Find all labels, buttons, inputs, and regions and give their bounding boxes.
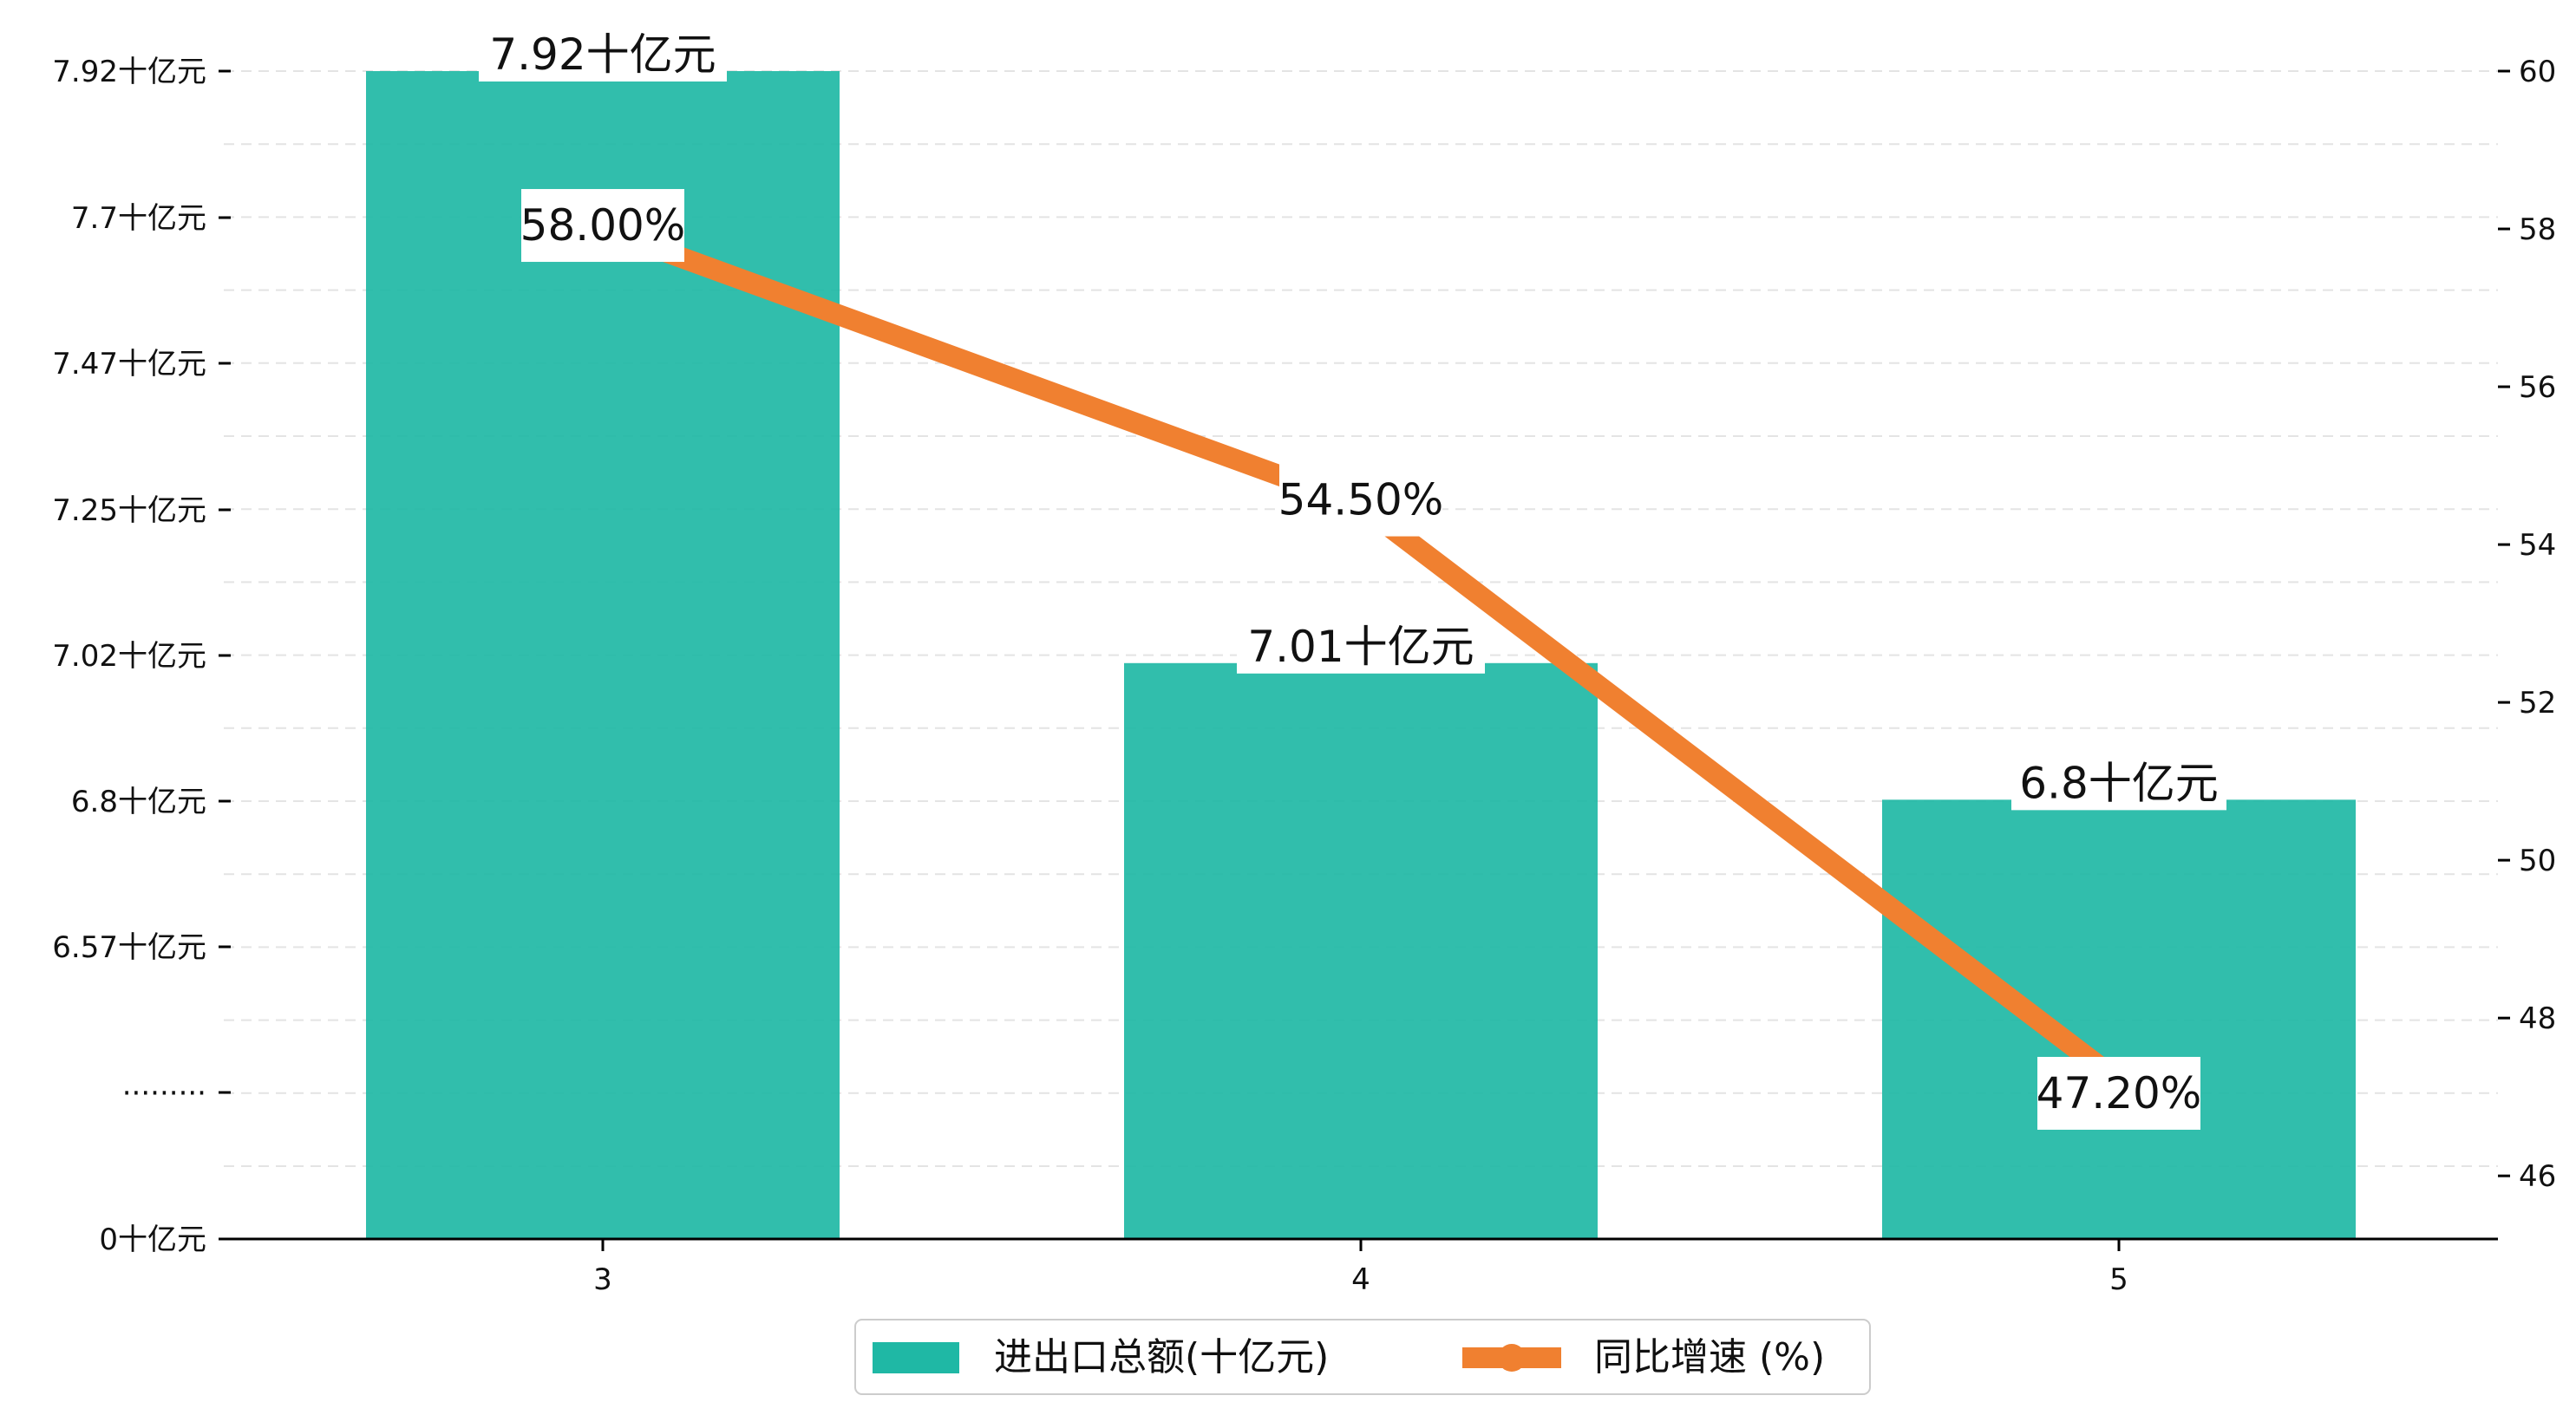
left-tick-label: 7.25十亿元 — [52, 493, 206, 528]
bar-value-label-text: 6.8十亿元 — [2019, 758, 2219, 808]
bar-value-label-text: 7.92十亿元 — [489, 29, 716, 80]
right-tick-label: 60 — [2519, 55, 2556, 89]
left-tick-label: 7.92十亿元 — [52, 55, 206, 89]
x-tick-label: 5 — [2109, 1262, 2128, 1297]
growth-value-label-5-text: 47.20% — [2037, 1068, 2202, 1118]
bar-value-label-text: 7.01十亿元 — [1247, 622, 1474, 672]
left-tick-label: 6.57十亿元 — [52, 930, 206, 965]
bar-value-label-3: 7.92十亿元 — [479, 29, 727, 82]
left-tick-label: 7.7十亿元 — [71, 201, 206, 236]
x-tick-label: 4 — [1351, 1262, 1370, 1297]
left-tick-label: ········· — [122, 1076, 206, 1111]
bar-value-label-bg — [479, 29, 727, 82]
bar-3 — [366, 71, 840, 1239]
x-tick-label: 3 — [593, 1262, 612, 1297]
growth-value-label-4-bg — [1279, 463, 1442, 537]
left-tick-label: 7.47十亿元 — [52, 347, 206, 381]
bar-value-label-5: 6.8十亿元 — [2011, 758, 2226, 811]
legend-line-marker — [1498, 1344, 1526, 1372]
right-tick-label: 56 — [2519, 370, 2556, 405]
right-tick-label: 52 — [2519, 686, 2556, 721]
right-tick-label: 48 — [2519, 1001, 2556, 1036]
right-tick-label: 46 — [2519, 1159, 2556, 1194]
right-tick-label: 58 — [2519, 212, 2556, 247]
bar-5 — [1882, 799, 2356, 1239]
bar-value-label-4: 7.01十亿元 — [1237, 621, 1485, 674]
growth-value-label-3-bg — [521, 189, 684, 263]
left-tick-label: 6.8十亿元 — [71, 785, 206, 819]
growth-value-label-3: 58.00% — [520, 189, 686, 263]
bar-series — [366, 71, 2356, 1239]
growth-value-label-4-text: 54.50% — [1278, 475, 1444, 525]
legend: 进出口总额(十亿元) 同比增速 (%) — [854, 1319, 1871, 1395]
legend-box — [854, 1319, 1871, 1395]
data-labels: 7.92十亿元 7.01十亿元 6.8十亿元 58.00% 54.50% 47.20% — [479, 29, 2226, 1130]
left-tick-label: 7.02十亿元 — [52, 639, 206, 674]
right-tick-label: 50 — [2519, 844, 2556, 878]
right-tick-label: 54 — [2519, 528, 2556, 563]
growth-value-label-4: 54.50% — [1278, 463, 1444, 537]
axes: 0十亿元 ········· 6.57十亿元 6.8十亿元 7.02十亿元 7.25十亿元… — [52, 55, 2556, 1297]
growth-value-label-5: 47.20% — [2037, 1056, 2202, 1130]
bar-4 — [1124, 662, 1598, 1239]
left-tick-label: 0十亿元 — [99, 1223, 206, 1257]
legend-line-label: 同比增速 (%) — [1594, 1335, 1825, 1379]
legend-bar-swatch — [873, 1342, 959, 1373]
growth-value-label-5-bg — [2037, 1056, 2200, 1130]
bar-value-label-bg — [1237, 621, 1485, 674]
legend-bar-label: 进出口总额(十亿元) — [994, 1335, 1329, 1379]
bar-value-label-bg — [2011, 758, 2226, 811]
growth-value-label-3-text: 58.00% — [520, 200, 686, 251]
